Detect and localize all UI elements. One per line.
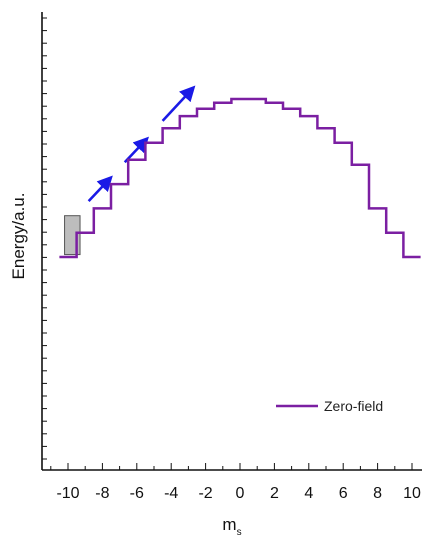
x-tick-label: 4 — [304, 485, 313, 502]
transition-arrow — [87, 175, 113, 203]
x-tick-label: 6 — [339, 485, 348, 502]
x-tick-label: -10 — [56, 485, 79, 502]
y-axis-label: Energy/a.u. — [9, 193, 28, 280]
x-tick-label: 8 — [373, 485, 382, 502]
x-tick-label: 10 — [403, 485, 421, 502]
x-tick-label: -2 — [198, 485, 212, 502]
series-layer — [59, 97, 421, 259]
x-axis-label: ms — [222, 515, 241, 537]
x-tick-label: -4 — [164, 485, 178, 502]
x-tick-label: -8 — [95, 485, 109, 502]
x-tick-label: -6 — [130, 485, 144, 502]
x-tick-label: 0 — [236, 485, 245, 502]
legend: Zero-field — [276, 398, 383, 414]
x-axis-label-main: m — [222, 515, 236, 534]
x-tick-label: 2 — [270, 485, 279, 502]
transition-arrow — [161, 85, 196, 122]
series-line-zero-field — [59, 97, 421, 259]
legend-label: Zero-field — [324, 398, 383, 414]
x-axis-label-subscript: s — [237, 527, 242, 537]
axes: -10 -8 -6 -4 -2 0 2 4 6 8 10 — [41, 12, 422, 502]
